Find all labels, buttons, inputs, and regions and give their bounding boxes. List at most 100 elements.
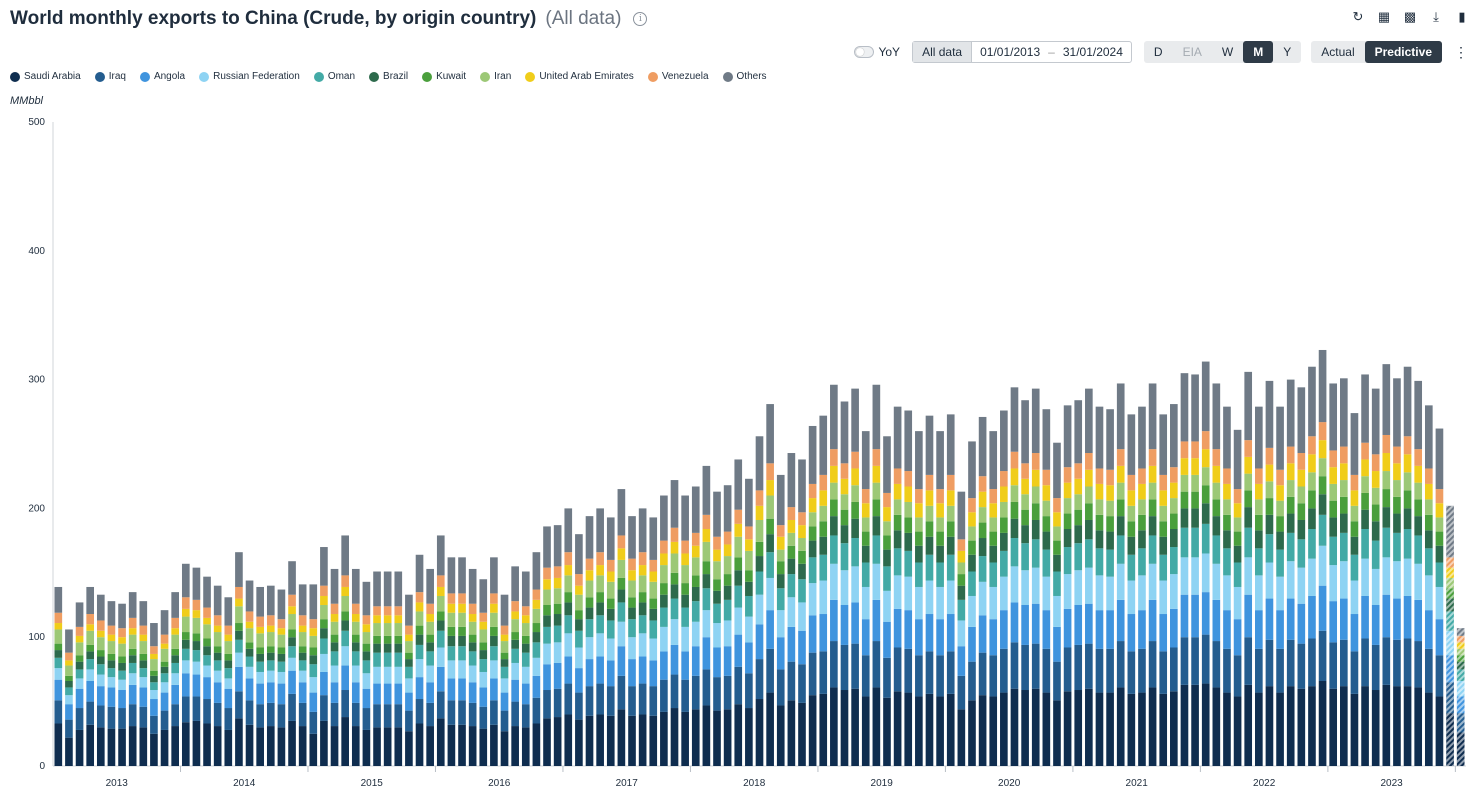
bar-segment (798, 525, 806, 539)
bar-segment (1382, 684, 1391, 766)
more-options-icon[interactable]: ⋮ (1454, 43, 1468, 60)
date-from-field[interactable]: 01/01/2013 (980, 45, 1041, 59)
legend-item-united-arab-emirates[interactable]: United Arab Emirates (525, 71, 634, 82)
bar-segment (713, 536, 721, 550)
granularity-y-button[interactable]: Y (1283, 45, 1292, 59)
info-icon[interactable]: i (633, 12, 648, 26)
legend-item-others[interactable]: Others (722, 71, 767, 82)
bar-segment (543, 643, 551, 665)
bar-segment (670, 708, 679, 766)
bar-segment (1223, 514, 1231, 531)
bar-segment (330, 726, 339, 766)
bar-segment (755, 541, 764, 557)
bar-segment (277, 704, 286, 728)
bar-segment (978, 581, 987, 616)
bar-segment (1223, 468, 1231, 484)
bar-segment (362, 660, 371, 674)
bar-segment (575, 647, 583, 669)
bar-segment (713, 677, 721, 711)
download-icon[interactable]: ⤓ (1433, 9, 1439, 24)
granularity-eia-button[interactable]: EIA (1182, 45, 1202, 59)
bar-segment (245, 580, 254, 612)
bar-segment (1393, 686, 1401, 766)
bar-segment (160, 648, 169, 662)
bar-segment (681, 651, 689, 680)
legend-item-brazil[interactable]: Brazil (369, 71, 408, 82)
bar-segment (543, 626, 551, 644)
date-range-picker[interactable]: All data 01/01/2013 – 31/01/2024 (912, 41, 1132, 63)
legend-item-saudi-arabia[interactable]: Saudi Arabia (10, 71, 81, 82)
bar-segment (915, 696, 923, 766)
all-data-button[interactable]: All data (913, 42, 973, 62)
bar-segment (500, 659, 509, 667)
bar-segment (351, 568, 360, 604)
bar-segment (1244, 557, 1253, 595)
bar-segment (713, 647, 721, 678)
date-to-field[interactable]: 31/01/2024 (1062, 45, 1123, 59)
bar-segment (150, 682, 158, 691)
bar-segment (394, 643, 403, 653)
bar-segment (490, 660, 498, 679)
bar-segment (1371, 690, 1380, 766)
bar-segment (617, 621, 626, 647)
bar-segment (702, 514, 711, 530)
legend-item-russian-federation[interactable]: Russian Federation (199, 71, 300, 82)
bar-segment (330, 682, 339, 703)
bar-segment (1106, 469, 1114, 486)
bar-segment (1318, 585, 1327, 631)
bar-segment (564, 602, 573, 616)
bar-segment (521, 666, 530, 684)
legend-item-venezuela[interactable]: Venezuela (647, 71, 709, 82)
add-widget-icon[interactable]: ▩ (1403, 9, 1417, 24)
bar-segment (575, 630, 583, 648)
bar-segment (1223, 499, 1231, 515)
bar-segment (808, 615, 817, 653)
bar-segment (426, 642, 434, 652)
bar-segment (224, 653, 233, 661)
bar-segment (1329, 450, 1338, 468)
bar-segment (638, 602, 647, 616)
bar-segment (1371, 504, 1380, 522)
bar-segment (723, 675, 732, 710)
bar-segment (458, 612, 466, 627)
bar-segment (968, 554, 976, 572)
granularity-w-button[interactable]: W (1221, 45, 1234, 59)
bar-segment (840, 690, 849, 766)
chart-settings-icon[interactable]: ▦ (1377, 9, 1391, 24)
bar-segment (1000, 410, 1008, 472)
bar-segment (808, 652, 817, 696)
legend-item-kuwait[interactable]: Kuwait (422, 71, 466, 82)
legend-item-oman[interactable]: Oman (313, 71, 355, 82)
bar-segment (1393, 463, 1401, 481)
bar-segment (1297, 469, 1306, 487)
bar-segment (1435, 696, 1444, 766)
bookmark-icon[interactable]: ▮ (1458, 9, 1466, 24)
legend-item-iran[interactable]: Iran (480, 71, 511, 82)
bar-segment (468, 651, 477, 666)
legend-item-iraq[interactable]: Iraq (94, 71, 126, 82)
bar-segment (575, 574, 583, 586)
bar-segment (691, 675, 700, 710)
bar-segment (670, 572, 679, 585)
bar-segment (277, 653, 286, 662)
bar-segment (235, 630, 243, 640)
granularity-d-button[interactable]: D (1153, 45, 1163, 59)
predictive-button[interactable]: Predictive (1364, 41, 1442, 63)
bar-segment (808, 583, 817, 616)
bar-segment (989, 489, 998, 504)
yoy-toggle[interactable] (854, 46, 875, 58)
bar-segment (521, 652, 530, 667)
bar-segment (1244, 637, 1253, 685)
bar-segment (171, 592, 179, 618)
bar-segment (1297, 539, 1306, 568)
granularity-m-button[interactable]: M (1243, 41, 1274, 63)
bar-segment (139, 634, 148, 642)
actual-button[interactable]: Actual (1321, 45, 1355, 59)
bar-segment (723, 620, 732, 647)
legend-item-angola[interactable]: Angola (139, 71, 185, 82)
bar-segment (1350, 554, 1359, 581)
refresh-icon[interactable]: ↻ (1352, 9, 1364, 24)
bar-segment (883, 549, 891, 567)
bar-segment (426, 726, 434, 766)
predictive-hatch (1456, 661, 1465, 670)
